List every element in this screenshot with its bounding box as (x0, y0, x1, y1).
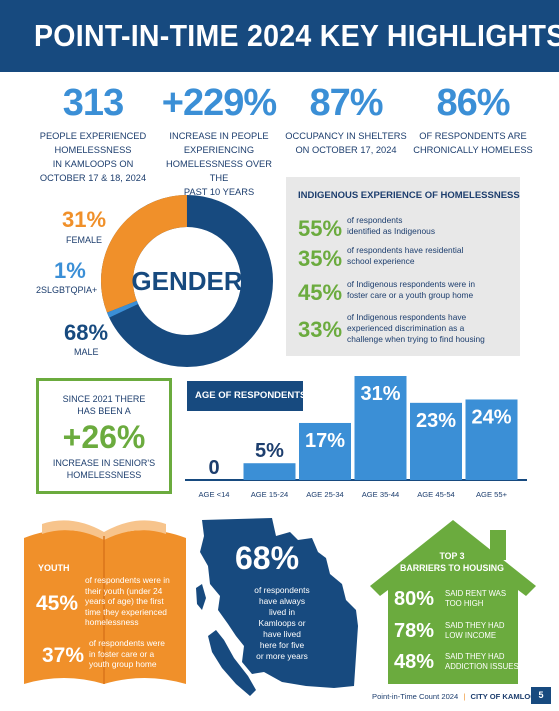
indigenous-stat-row: 55% of respondents identified as Indigeno… (298, 213, 514, 243)
age-bar-chart: 0 AGE <14 5% AGE 15-24 17% AGE 25-34 31% AGE 35… (185, 376, 527, 499)
page-title: POINT-IN-TIME 2024 KEY HIGHLIGHTS (34, 18, 559, 53)
stat-description: INCREASE IN PEOPLE EXPERIENCING HOMELESSNE… (166, 131, 272, 197)
age-bar-value-label: 23% (416, 410, 456, 432)
gender-female-pct: 31% (62, 207, 107, 232)
stat-increase: +229% INCREASE IN PEOPLE EXPERIENCING HOME… (160, 82, 278, 199)
stat-value: 313 (62, 82, 124, 124)
age-bar-value-label: 24% (471, 406, 511, 428)
senior-increase-value: +26% (62, 419, 146, 455)
age-bar-value-label: 0 (208, 457, 219, 479)
age-category-label: AGE 15-24 (251, 490, 289, 499)
page-header: POINT-IN-TIME 2024 KEY HIGHLIGHTS (0, 0, 559, 72)
barrier-text: SAID THEY HAD ADDICTION ISSUES (445, 652, 519, 671)
page-footer: Point-in-Time Count 2024 | CITY OF KAMLO… (372, 692, 546, 701)
footer-separator: | (463, 692, 466, 701)
barrier-pct: 48% (394, 651, 435, 673)
barrier-text: SAID THEY HAD LOW INCOME (445, 621, 505, 640)
age-chart-title-box: AGE OF RESPONDENTS (187, 381, 307, 411)
bc-map-icon (196, 518, 358, 696)
gender-donut-chart: GENDER (101, 195, 273, 367)
age-bar (465, 399, 518, 480)
gender-male-pct: 68% (64, 320, 109, 345)
barriers-title: TOP 3 BARRIERS TO HOUSING (400, 551, 504, 573)
senior-homelessness-box: SINCE 2021 THERE HAS BEEN A +26% INCREASE… (36, 378, 172, 494)
gender-female-label: FEMALE (66, 235, 103, 245)
indigenous-stat-row: 35% of respondents have residential schoo… (298, 243, 514, 273)
indigenous-stat-pct: 55% (298, 216, 343, 241)
age-chart-title: AGE OF RESPONDENTS (195, 390, 307, 401)
footer-text: Point-in-Time Count 2024 (372, 692, 459, 701)
age-category-label: AGE 25-34 (306, 490, 344, 499)
book-icon (24, 520, 186, 684)
stat-description: PEOPLE EXPERIENCED HOMELESSNESS IN KAMLOOP… (39, 131, 147, 183)
youth-stat-text: of respondents were in foster care or a yo… (89, 638, 165, 669)
stat-value: 87% (309, 82, 383, 124)
indigenous-stat-text: of respondents identified as Indigenous (347, 215, 436, 236)
age-bar (354, 376, 407, 480)
youth-stat-pct: 37% (42, 644, 85, 667)
age-category-label: AGE <14 (198, 490, 229, 499)
stat-description: OF RESPONDENTS ARE CHRONICALLY HOMELESS (413, 131, 533, 155)
donut-segment-female (101, 195, 188, 313)
indigenous-experience-panel: INDIGENOUS EXPERIENCE OF HOMELESSNESS 55… (286, 177, 520, 356)
stat-shelter-occupancy: 87% OCCUPANCY IN SHELTERS ON OCTOBER 17, … (280, 82, 412, 157)
youth-title: YOUTH (38, 563, 70, 573)
indigenous-stat-row: 33% of Indigenous respondents have experi… (298, 311, 514, 351)
donut-segment-2slgbtqpia (107, 300, 139, 318)
age-bar (410, 402, 462, 480)
age-bar (243, 463, 296, 480)
gender-other-label: 2SLGBTQPIA+ (36, 285, 98, 295)
senior-description: INCREASE IN SENIOR'S HOMELESSNESS (52, 458, 156, 480)
gender-male-label: MALE (74, 347, 99, 357)
indigenous-stat-text: of Indigenous respondents were in foster … (347, 279, 476, 300)
gender-other-pct: 1% (54, 258, 86, 283)
stat-description: OCCUPANCY IN SHELTERS ON OCTOBER 17, 2024 (285, 131, 407, 155)
age-bar-value-label: 5% (255, 440, 284, 462)
age-bar-value-label: 17% (305, 430, 345, 452)
stat-value: 86% (436, 82, 510, 124)
indigenous-stat-pct: 35% (298, 246, 343, 271)
stat-people-homeless: 313 PEOPLE EXPERIENCED HOMELESSNESS IN KAM… (34, 82, 152, 185)
senior-intro-text: SINCE 2021 THERE HAS BEEN A (62, 394, 146, 416)
footer-city: CITY OF KAMLOOPS (470, 692, 547, 701)
youth-stat-text: of respondents were in their youth (under… (85, 575, 170, 627)
barrier-pct: 78% (394, 620, 435, 642)
indigenous-stat-row: 45% of Indigenous respondents were in fos… (298, 277, 514, 307)
youth-stat-pct: 45% (36, 592, 79, 615)
page-number: 5 (531, 687, 551, 704)
indigenous-stat-text: of respondents have residential school ex… (347, 245, 464, 266)
indigenous-panel-title: INDIGENOUS EXPERIENCE OF HOMELESSNESS (298, 190, 520, 201)
indigenous-stat-pct: 45% (298, 280, 343, 305)
indigenous-stat-pct: 33% (298, 317, 343, 342)
house-icon (370, 520, 536, 684)
age-bar-value-label: 31% (360, 383, 400, 405)
age-category-label: AGE 45-54 (417, 490, 455, 499)
age-bar (299, 422, 351, 480)
donut-center-label: GENDER (131, 266, 242, 296)
kamloops-stat-text: of respondents have always lived in Kamloop… (254, 585, 310, 661)
barrier-pct: 80% (394, 588, 435, 610)
age-category-label: AGE 55+ (476, 490, 508, 499)
age-category-label: AGE 35-44 (362, 490, 400, 499)
kamloops-stat-pct: 68% (235, 540, 300, 576)
stat-chronic: 86% OF RESPONDENTS ARE CHRONICALLY HOMELE… (408, 82, 538, 157)
barrier-text: SAID RENT WAS TOO HIGH (445, 589, 507, 608)
stat-value: +229% (161, 82, 277, 124)
indigenous-stat-text: of Indigenous respondents have experience… (347, 312, 485, 344)
